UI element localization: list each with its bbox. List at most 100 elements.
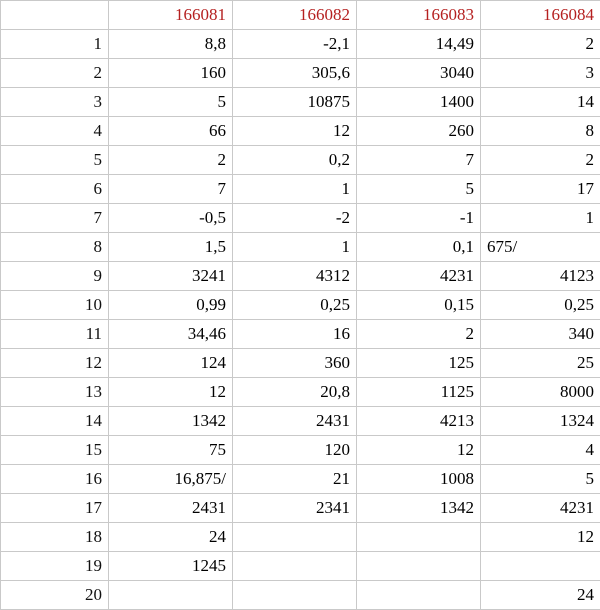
table-cell: -2	[233, 204, 357, 233]
table-cell: 34,46	[109, 320, 233, 349]
table-row: 520,272	[1, 146, 600, 175]
table-row: 1134,46162340	[1, 320, 600, 349]
table-cell: 2431	[233, 407, 357, 436]
table-cell: 16,875/	[109, 465, 233, 494]
col-header: 166084	[481, 1, 600, 30]
table-cell: 75	[109, 436, 233, 465]
table-cell: 0,1	[357, 233, 481, 262]
row-header: 10	[1, 291, 109, 320]
table-cell: 25	[481, 349, 600, 378]
table-cell: 1342	[109, 407, 233, 436]
row-header: 5	[1, 146, 109, 175]
table-cell: 0,25	[481, 291, 600, 320]
table-cell: 340	[481, 320, 600, 349]
table-row: 2024	[1, 581, 600, 610]
row-header: 18	[1, 523, 109, 552]
table-cell: 360	[233, 349, 357, 378]
table-row: 1575120124	[1, 436, 600, 465]
table-row: 18,8-2,114,492	[1, 30, 600, 59]
table-row: 81,510,1675/	[1, 233, 600, 262]
table-row: 1616,875/2110085	[1, 465, 600, 494]
table-cell: 2	[357, 320, 481, 349]
table-cell: 305,6	[233, 59, 357, 88]
table-cell: 3241	[109, 262, 233, 291]
table-row: 1212436012525	[1, 349, 600, 378]
table-cell: -1	[357, 204, 481, 233]
col-header: 166081	[109, 1, 233, 30]
row-header: 16	[1, 465, 109, 494]
table-cell: 2	[481, 146, 600, 175]
table-cell	[233, 552, 357, 581]
row-header: 12	[1, 349, 109, 378]
table-cell: 16	[233, 320, 357, 349]
row-header: 2	[1, 59, 109, 88]
table-cell: 5	[109, 88, 233, 117]
table-cell: 160	[109, 59, 233, 88]
table-cell: 1	[233, 175, 357, 204]
table-row: 466122608	[1, 117, 600, 146]
table-row: 100,990,250,150,25	[1, 291, 600, 320]
table-cell: 260	[357, 117, 481, 146]
table-cell: 4312	[233, 262, 357, 291]
table-cell: 1342	[357, 494, 481, 523]
row-header: 9	[1, 262, 109, 291]
table-cell: 4	[481, 436, 600, 465]
table-row: 671517	[1, 175, 600, 204]
table-cell	[357, 523, 481, 552]
table-cell: 3040	[357, 59, 481, 88]
table-cell: 8	[481, 117, 600, 146]
table-cell: 1	[233, 233, 357, 262]
table-row: 1824 12	[1, 523, 600, 552]
table-cell: 0,99	[109, 291, 233, 320]
table-cell: 5	[357, 175, 481, 204]
table-cell	[109, 581, 233, 610]
data-table: 166081 166082 166083 166084 18,8-2,114,4…	[0, 0, 600, 610]
row-header: 1	[1, 30, 109, 59]
row-header: 11	[1, 320, 109, 349]
table-cell: 24	[109, 523, 233, 552]
table-cell: 12	[481, 523, 600, 552]
row-header: 17	[1, 494, 109, 523]
table-cell: 2	[109, 146, 233, 175]
table-cell: 1,5	[109, 233, 233, 262]
col-header	[1, 1, 109, 30]
table-cell: -2,1	[233, 30, 357, 59]
table-row: 3510875140014	[1, 88, 600, 117]
table-cell: 4123	[481, 262, 600, 291]
table-cell	[481, 552, 600, 581]
table-cell: 66	[109, 117, 233, 146]
table-cell: 1245	[109, 552, 233, 581]
row-header: 3	[1, 88, 109, 117]
table-cell: 12	[357, 436, 481, 465]
table-cell: 675/	[481, 233, 600, 262]
col-header: 166083	[357, 1, 481, 30]
table-cell: 20,8	[233, 378, 357, 407]
col-header: 166082	[233, 1, 357, 30]
table-row: 7-0,5-2-11	[1, 204, 600, 233]
row-header: 14	[1, 407, 109, 436]
table-row: 191245	[1, 552, 600, 581]
table-cell: 24	[481, 581, 600, 610]
table-cell: 17	[481, 175, 600, 204]
table-cell	[357, 552, 481, 581]
table-cell: 8000	[481, 378, 600, 407]
table-row: 141342243142131324	[1, 407, 600, 436]
table-row: 172431234113424231	[1, 494, 600, 523]
table-cell: 2	[481, 30, 600, 59]
row-header: 8	[1, 233, 109, 262]
row-header: 13	[1, 378, 109, 407]
table-cell: 3	[481, 59, 600, 88]
table-cell: 1400	[357, 88, 481, 117]
table-cell	[357, 581, 481, 610]
table-cell: 21	[233, 465, 357, 494]
table-cell: 14,49	[357, 30, 481, 59]
table-cell	[233, 581, 357, 610]
row-header: 20	[1, 581, 109, 610]
table-cell: 120	[233, 436, 357, 465]
row-header: 15	[1, 436, 109, 465]
table-cell: 2341	[233, 494, 357, 523]
table-cell: 10875	[233, 88, 357, 117]
table-cell: 12	[109, 378, 233, 407]
table-cell: 1008	[357, 465, 481, 494]
table-row: 2160305,630403	[1, 59, 600, 88]
